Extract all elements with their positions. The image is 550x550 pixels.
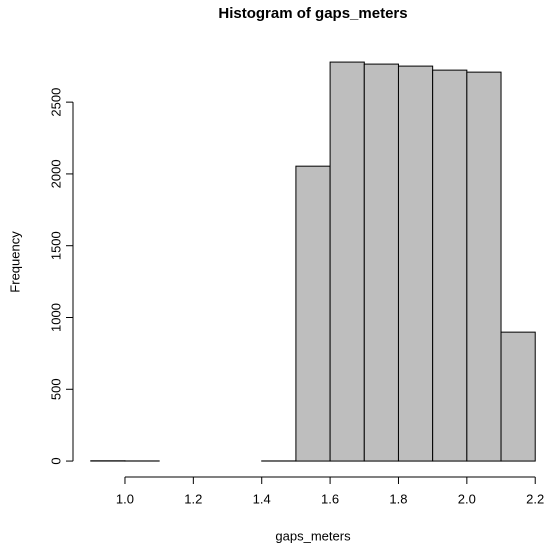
x-tick-label: 1.0 xyxy=(116,491,134,506)
bar xyxy=(466,71,502,462)
bar xyxy=(500,331,536,462)
y-axis-label: Frequency xyxy=(7,231,22,293)
bar xyxy=(397,65,434,462)
x-axis-label: gaps_meters xyxy=(275,528,351,543)
x-tick-label: 1.8 xyxy=(389,491,407,506)
y-tick-label: 2000 xyxy=(48,159,63,188)
x-tick-label: 2.0 xyxy=(458,491,476,506)
y-tick-label: 0 xyxy=(48,457,63,464)
y-tick-label: 1500 xyxy=(48,231,63,260)
y-tick-label: 1000 xyxy=(48,303,63,332)
y-tick-label: 2500 xyxy=(48,88,63,117)
bar xyxy=(295,165,331,462)
bar xyxy=(432,69,468,462)
x-tick-label: 1.6 xyxy=(321,491,339,506)
bar xyxy=(363,63,399,462)
bar xyxy=(329,61,365,462)
x-tick-label: 1.4 xyxy=(253,491,271,506)
y-tick-label: 500 xyxy=(48,378,63,400)
x-tick-label: 1.2 xyxy=(184,491,202,506)
chart-title: Histogram of gaps_meters xyxy=(218,5,407,22)
x-tick-label: 2.2 xyxy=(526,491,544,506)
